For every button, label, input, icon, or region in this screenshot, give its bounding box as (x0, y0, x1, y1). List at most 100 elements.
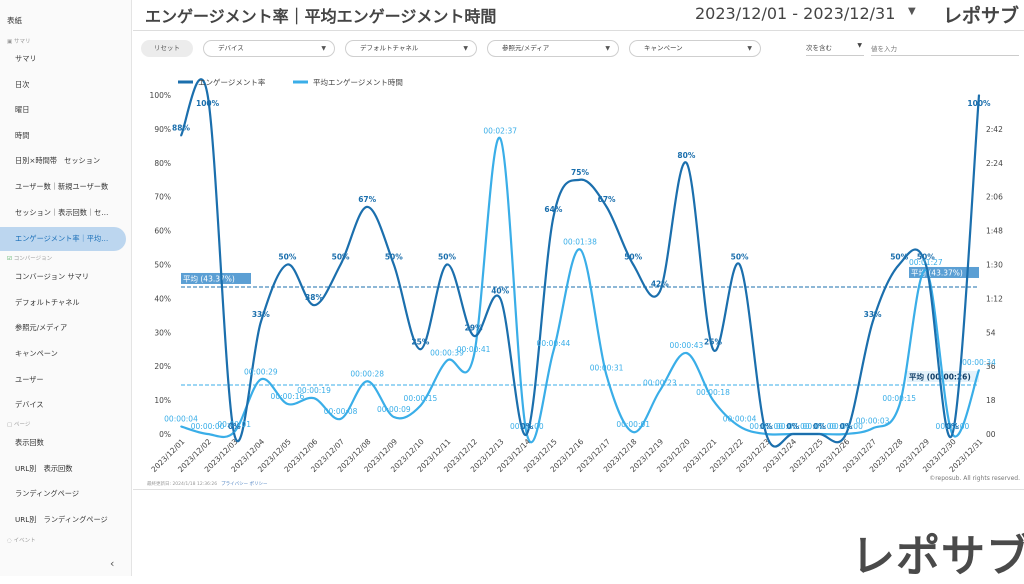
date-range-picker[interactable]: 2023/12/01 - 2023/12/31 (695, 4, 896, 23)
time-data-label: 00:00:39 (430, 349, 464, 358)
rate-point (552, 216, 555, 218)
time-data-label: 00:00:44 (537, 339, 571, 348)
time-point (978, 369, 980, 371)
rate-point (472, 334, 475, 337)
rate-data-label: 33% (864, 310, 882, 319)
sidebar-item[interactable]: デフォルトチャネル (15, 298, 80, 307)
time-point (260, 378, 262, 381)
sidebar-item[interactable]: セッション｜表示回数｜セ… (15, 208, 109, 217)
time-data-label: 00:00:08 (324, 407, 358, 416)
rate-data-label: 50% (385, 253, 403, 262)
sidebar-item[interactable]: ユーザー (15, 375, 44, 384)
rate-point (180, 134, 182, 137)
reset-button[interactable]: リセット (141, 40, 193, 57)
rate-data-label: 100% (967, 99, 991, 108)
caret-down-icon: ▼ (463, 45, 468, 52)
time-point (659, 389, 661, 392)
sidebar-item[interactable]: 時間 (15, 131, 30, 140)
sidebar-item[interactable]: 参照元/メディア (15, 323, 68, 332)
caret-down-icon: ▼ (321, 45, 326, 52)
campaign-filter[interactable]: キャンペーン ▼ (629, 40, 761, 57)
rate-data-label: 0% (760, 422, 773, 431)
rate-data-label: 33% (252, 310, 270, 319)
source-medium-filter[interactable]: 参照元/メディア ▼ (487, 40, 619, 57)
rate-data-label: 88% (172, 124, 190, 133)
rate-data-label: 50% (278, 253, 296, 262)
y-left-tick-label: 20% (154, 362, 171, 371)
rate-data-label: 29% (465, 324, 483, 333)
rate-data-label: 50% (332, 253, 350, 262)
brand-logo: レポサブ (943, 5, 1020, 27)
watermark-logo: レポサブ (851, 531, 1024, 582)
sidebar-item[interactable]: ランディングページ (15, 489, 80, 498)
caret-down-icon[interactable]: ▼ (908, 6, 916, 17)
rate-data-label: 50% (731, 253, 749, 262)
sidebar-item[interactable]: URL別 ランディングページ (15, 515, 108, 524)
rate-data-label: 75% (571, 168, 589, 177)
rate-point (898, 263, 900, 266)
rate-point (419, 348, 422, 351)
time-data-label: 00:00:29 (244, 367, 278, 376)
rate-point (206, 94, 209, 96)
sidebar-item[interactable]: デバイス (15, 400, 44, 409)
time-data-label: 00:00:04 (164, 414, 198, 423)
rate-point (446, 263, 448, 266)
caret-down-icon: ▼ (857, 42, 862, 49)
rate-point (605, 206, 608, 208)
sidebar-item[interactable]: コンバージョン サマリ (15, 272, 90, 281)
time-data-label: 00:00:19 (297, 386, 331, 395)
collapse-sidebar-icon[interactable]: ‹ (110, 557, 115, 570)
legend-label-rate: エンゲージメント率 (198, 77, 266, 87)
time-data-label: 00:00:00 (829, 422, 863, 431)
sidebar-item[interactable]: 日別×時間帯 セッション (15, 156, 101, 165)
sidebar-item[interactable]: 表示回数 (15, 438, 44, 447)
y-right-tick-label: 18 (986, 396, 996, 405)
rate-point (659, 290, 661, 293)
time-point (339, 418, 342, 420)
time-data-label: 00:00:23 (643, 379, 677, 388)
rate-point (313, 304, 315, 306)
sidebar-item[interactable]: キャンペーン (15, 349, 58, 358)
sidebar-item[interactable]: 曜日 (15, 105, 30, 114)
time-data-label: 00:01:27 (909, 258, 943, 267)
y-left-tick-label: 100% (150, 91, 171, 100)
sidebar-item[interactable]: ユーザー数｜新規ユーザー数 (15, 182, 109, 191)
sidebar-section-conversion: ☑ コンバージョン (7, 256, 53, 262)
match-type-select[interactable]: 次を含む ▼ (806, 42, 864, 56)
time-point (579, 248, 581, 251)
time-data-label: 00:00:28 (350, 369, 384, 378)
rate-point (499, 297, 502, 300)
time-point (393, 416, 395, 418)
rate-point (685, 162, 688, 164)
y-right-tick-label: 1:48 (986, 227, 1003, 236)
sidebar-item[interactable]: URL別 表示回数 (15, 464, 73, 473)
time-data-label: 00:00:09 (377, 405, 411, 414)
time-point (313, 397, 315, 400)
engagement-chart: 0% 10% 20% 30% 40% 50% 60% 70% 80% 90% 100% 00 18 36 5… (149, 77, 1003, 474)
y-left-tick-label: 10% (154, 396, 171, 405)
sidebar-item[interactable]: 日次 (15, 80, 30, 89)
sidebar-item[interactable]: エンゲージメント率｜平均… (0, 227, 126, 251)
sidebar-item[interactable]: サマリ (15, 54, 37, 63)
y-right-tick-label: 2:06 (986, 193, 1003, 202)
rate-data-label: 67% (598, 195, 616, 204)
channel-filter[interactable]: デフォルトチャネル ▼ (345, 40, 477, 57)
filter-value-input[interactable] (871, 42, 1019, 56)
time-point (499, 137, 502, 140)
device-filter[interactable]: デバイス ▼ (203, 40, 335, 57)
avg-rate-label: 平均 (43.37%) (183, 273, 235, 283)
privacy-link[interactable]: プライバシー ポリシー (221, 482, 268, 487)
rate-data-label: 50% (890, 253, 908, 262)
sidebar-section-summary: ▣ サマリ (7, 39, 31, 45)
sidebar: 表紙 ▣ サマリ サマリ日次曜日時間日別×時間帯 セッション ユーザー数｜新規ユー… (0, 0, 132, 576)
y-left-tick-label: 60% (154, 227, 171, 236)
y-right-tick-label: 54 (986, 328, 996, 337)
header-divider (133, 30, 1024, 31)
time-data-label: 00:00:41 (457, 345, 491, 354)
avg-rate-label-bg (181, 272, 251, 284)
rate-point (393, 263, 395, 266)
caret-down-icon: ▼ (747, 45, 752, 52)
rate-point (738, 263, 741, 266)
time-point (180, 425, 182, 428)
sidebar-cover-link[interactable]: 表紙 (7, 16, 22, 25)
